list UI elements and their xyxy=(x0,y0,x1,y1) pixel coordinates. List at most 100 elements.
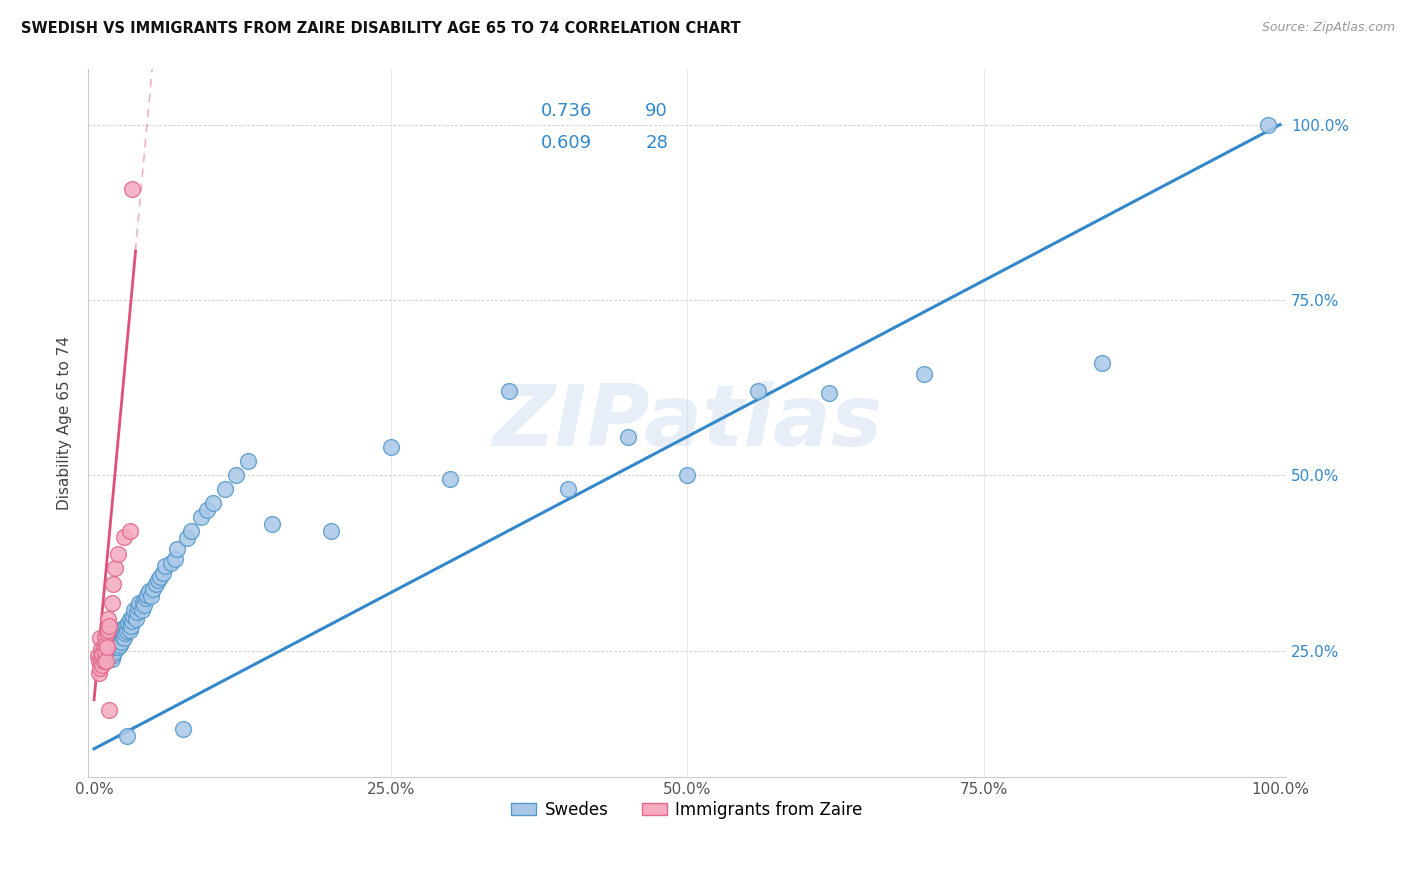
Point xyxy=(260,517,283,532)
Point xyxy=(172,722,194,736)
Point xyxy=(107,547,129,561)
Point xyxy=(139,589,162,603)
Point xyxy=(118,623,141,637)
Point xyxy=(163,552,186,566)
Point xyxy=(616,430,638,444)
Point xyxy=(128,596,150,610)
Point xyxy=(238,454,260,468)
Point xyxy=(146,574,169,588)
Point xyxy=(101,596,124,610)
Point xyxy=(107,640,129,654)
Point xyxy=(110,624,132,638)
Point xyxy=(110,635,132,649)
Point xyxy=(380,440,402,454)
Point xyxy=(94,640,117,654)
Point xyxy=(104,640,127,654)
Point xyxy=(117,729,139,743)
Point xyxy=(96,642,118,657)
Point xyxy=(89,647,111,661)
Point xyxy=(115,619,138,633)
Point xyxy=(101,638,124,652)
Point xyxy=(87,654,110,668)
Point xyxy=(195,503,218,517)
Point xyxy=(214,483,236,497)
Point xyxy=(91,657,114,672)
Point xyxy=(94,637,117,651)
Point xyxy=(120,619,142,633)
Point xyxy=(112,621,135,635)
Point xyxy=(138,584,160,599)
Point xyxy=(97,652,120,666)
Point xyxy=(101,648,124,662)
Text: 0.609: 0.609 xyxy=(541,134,592,152)
Point xyxy=(101,652,124,666)
Point xyxy=(818,385,841,400)
Point xyxy=(117,624,139,638)
Point xyxy=(100,637,122,651)
Legend: Swedes, Immigrants from Zaire: Swedes, Immigrants from Zaire xyxy=(505,794,869,825)
Point xyxy=(155,559,177,574)
Point xyxy=(94,654,117,668)
Point xyxy=(131,603,153,617)
Text: 0.736: 0.736 xyxy=(541,102,592,120)
Point xyxy=(122,608,145,623)
Point xyxy=(101,642,124,657)
Point xyxy=(94,630,117,644)
Point xyxy=(90,654,112,668)
Point xyxy=(152,566,174,581)
Point xyxy=(121,182,143,196)
Point xyxy=(1257,118,1279,132)
Point xyxy=(104,561,127,575)
Point xyxy=(89,661,111,675)
Point xyxy=(90,642,112,657)
Point xyxy=(89,631,111,645)
Point xyxy=(112,631,135,645)
Point xyxy=(131,594,153,608)
Point xyxy=(142,582,165,596)
Point xyxy=(103,635,125,649)
Point xyxy=(124,603,146,617)
Point xyxy=(97,623,120,637)
Point xyxy=(108,638,131,652)
Point xyxy=(190,510,212,524)
Text: ZIPatlas: ZIPatlas xyxy=(492,381,882,464)
Point xyxy=(94,654,117,668)
Point xyxy=(94,645,117,659)
Point xyxy=(166,541,188,556)
Point xyxy=(176,532,198,546)
Point xyxy=(125,605,148,619)
Point xyxy=(321,524,343,539)
Point xyxy=(111,630,134,644)
Point xyxy=(96,626,118,640)
Point xyxy=(96,650,118,665)
Point xyxy=(93,640,115,654)
Y-axis label: Disability Age 65 to 74: Disability Age 65 to 74 xyxy=(58,335,72,509)
Point xyxy=(135,591,157,605)
Text: Source: ZipAtlas.com: Source: ZipAtlas.com xyxy=(1261,21,1395,34)
Point xyxy=(91,643,114,657)
Point xyxy=(132,598,155,612)
Point xyxy=(96,640,118,654)
Point xyxy=(86,649,108,664)
Text: SWEDISH VS IMMIGRANTS FROM ZAIRE DISABILITY AGE 65 TO 74 CORRELATION CHART: SWEDISH VS IMMIGRANTS FROM ZAIRE DISABIL… xyxy=(21,21,741,36)
Point xyxy=(1091,356,1114,370)
Text: 28: 28 xyxy=(645,134,668,152)
Point xyxy=(91,647,114,661)
Point xyxy=(97,612,120,626)
Point xyxy=(100,645,122,659)
Point xyxy=(676,468,699,483)
Point xyxy=(498,384,520,398)
Point xyxy=(117,615,139,630)
Point xyxy=(118,524,141,539)
Point xyxy=(121,614,143,628)
Point xyxy=(98,619,121,633)
Point xyxy=(107,631,129,645)
Point xyxy=(747,384,769,398)
Point xyxy=(94,637,117,651)
Point xyxy=(124,612,146,626)
Point xyxy=(201,496,224,510)
Point xyxy=(180,524,202,539)
Point xyxy=(93,654,115,668)
Point xyxy=(145,577,167,591)
Point xyxy=(107,623,129,637)
